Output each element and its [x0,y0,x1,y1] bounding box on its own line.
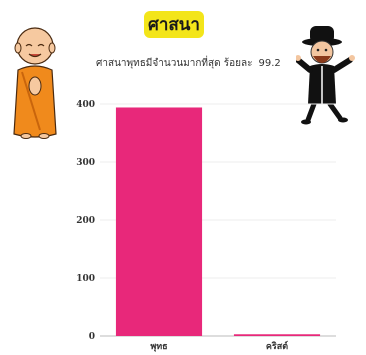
rabbi-mascot-icon [296,26,355,125]
y-tick-label: 0 [89,332,95,342]
y-tick-label: 400 [76,100,95,110]
subtitle-text: ศาสนาพุทธมีจำนวนมากที่สุด ร้อยละ [96,58,253,69]
subtitle-value: 99.2 [258,58,281,69]
y-tick-label: 200 [76,216,95,226]
title-badge: ศาสนา [144,11,204,38]
y-tick-label: 300 [76,158,95,168]
x-tick-label: พุทธ [150,342,167,352]
y-tick-label: 100 [76,274,95,284]
bar [233,334,321,336]
monk-mascot-icon [13,27,57,139]
chart-title: ศาสนา [148,15,200,35]
chart-subtitle: ศาสนาพุทธมีจำนวนมากที่สุด ร้อยละ 99.2 [96,56,281,71]
x-tick-label: คริสต์ [266,340,288,352]
bar [115,107,203,336]
